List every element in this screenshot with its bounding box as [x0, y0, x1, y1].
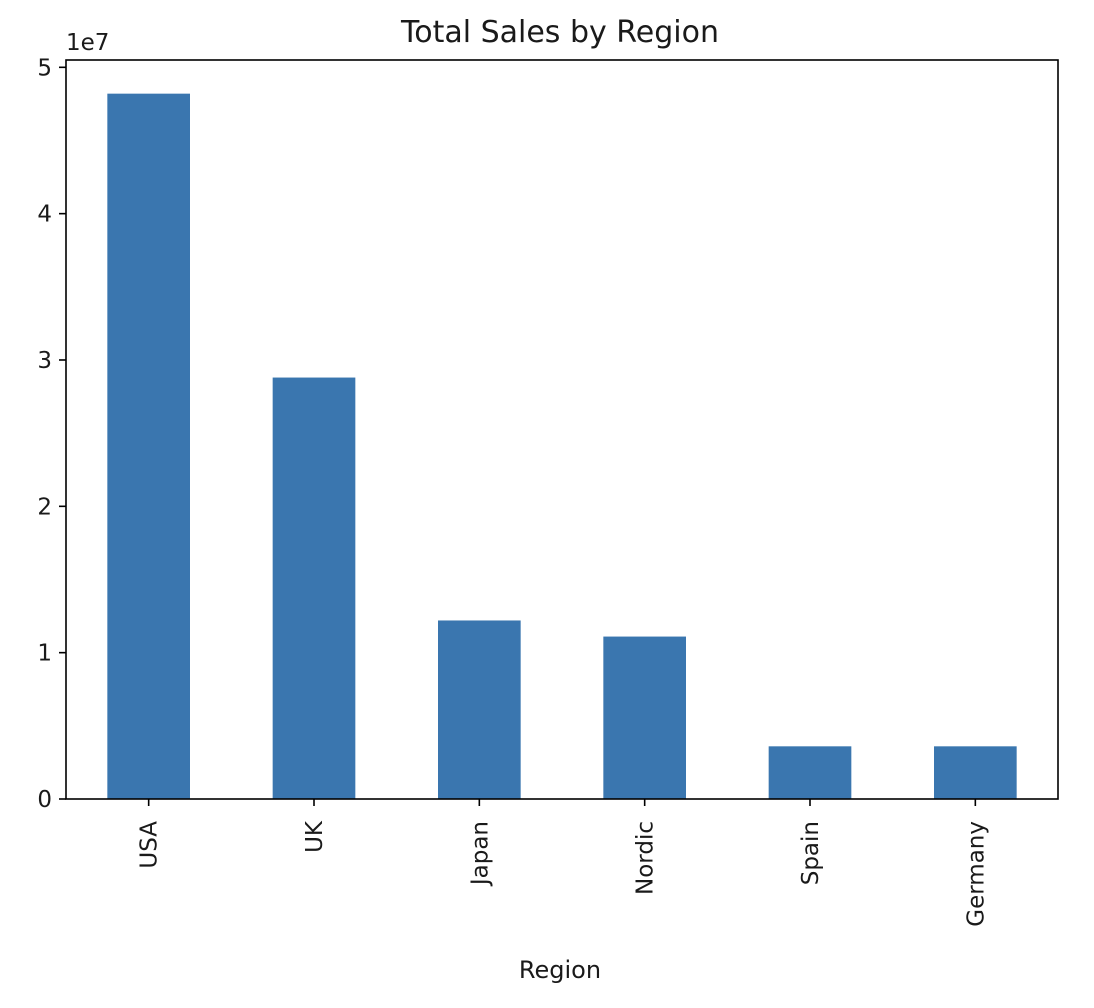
y-tick-label-4: 4 [37, 202, 52, 228]
x-tick-label-germany: Germany [963, 821, 989, 927]
x-tick-label-spain: Spain [798, 821, 824, 885]
x-tick-label-uk: UK [302, 820, 328, 853]
bar-germany [934, 746, 1017, 799]
y-tick-label-2: 2 [37, 494, 52, 520]
x-tick-label-nordic: Nordic [633, 821, 659, 895]
bars-group [107, 93, 1017, 800]
bar-japan [438, 620, 521, 799]
x-axis-label: Region [519, 956, 601, 984]
bar-nordic [603, 636, 686, 799]
plot-frame [65, 59, 1059, 800]
bar-spain [768, 746, 852, 799]
x-tick-label-japan: Japan [467, 821, 493, 887]
chart-title: Total Sales by Region [400, 15, 719, 50]
y-tick-label-3: 3 [37, 348, 52, 374]
y-tick-label-5: 5 [37, 55, 52, 81]
y-tick-label-1: 1 [37, 641, 52, 667]
x-axis: USA UK Japan Nordic Spain Germany [137, 799, 989, 927]
y-tick-label-0: 0 [37, 787, 52, 813]
y-axis: 0 1 2 3 4 5 [37, 55, 66, 813]
x-tick-label-usa: USA [137, 821, 163, 869]
bar-uk [272, 377, 356, 799]
y-axis-offset-label: 1e7 [66, 30, 109, 56]
bar-usa [107, 93, 190, 800]
